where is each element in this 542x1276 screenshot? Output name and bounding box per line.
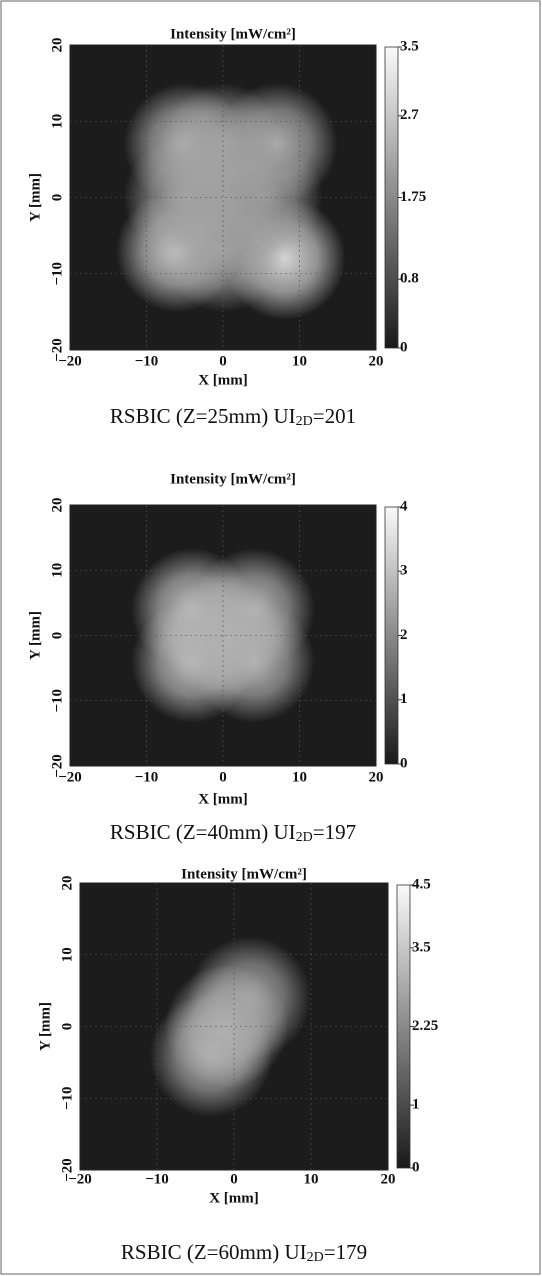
colorbar-tick-label: 0 [412, 1159, 420, 1175]
y-tick-label: −20 [59, 1158, 75, 1182]
colorbar-tick-label: 3.5 [400, 38, 419, 54]
chart-title: Intensity [mW/cm²] [170, 26, 296, 42]
intensity-spot [161, 82, 285, 206]
colorbar-tick-label: 3 [400, 563, 408, 579]
caption-subscript: 2D [296, 830, 313, 845]
caption: RSBIC (Z=60mm) UI2D=179 [121, 1240, 367, 1265]
caption: RSBIC (Z=25mm) UI2D=201 [110, 404, 356, 429]
plot-border [79, 882, 389, 1171]
colorbar-tick-label: 1.75 [400, 189, 426, 205]
x-tick-label: 0 [219, 769, 227, 785]
colorbar-tick-label: 2 [400, 627, 408, 643]
caption-part: RSBIC (Z=60mm) UI [121, 1240, 307, 1264]
caption-part: RSBIC (Z=25mm) UI [110, 404, 296, 428]
x-tick-label: −20 [68, 1171, 92, 1187]
colorbar-tick-label: 2.7 [400, 107, 419, 123]
x-tick-label: −10 [145, 1171, 169, 1187]
caption-subscript: 2D [296, 414, 313, 429]
x-tick-label: 10 [292, 353, 307, 369]
y-tick-label: 10 [59, 947, 75, 962]
plot-border [69, 44, 377, 351]
y-tick-label: 10 [49, 114, 65, 129]
colorbar-tick-label: 4.5 [412, 876, 431, 892]
y-axis-label: Y [mm] [27, 611, 43, 660]
x-tick-label: 20 [369, 353, 384, 369]
chart-title: Intensity [mW/cm²] [181, 866, 307, 882]
colorbar-tick-label: 4 [400, 498, 408, 514]
x-tick-label: 0 [230, 1171, 238, 1187]
colorbar-tick-label: 1 [412, 1097, 420, 1113]
plot-border [69, 504, 377, 767]
y-axis-label: Y [mm] [27, 173, 43, 222]
y-tick-label: −10 [59, 1086, 75, 1110]
colorbar-tick-label: 3.5 [412, 939, 431, 955]
x-tick-label: −20 [58, 769, 82, 785]
intensity-spot [187, 936, 311, 1060]
x-tick-label: −10 [135, 353, 159, 369]
caption: RSBIC (Z=40mm) UI2D=197 [110, 820, 356, 845]
y-tick-label: −20 [49, 338, 65, 362]
colorbar-tick-label: 0.8 [400, 271, 419, 287]
colorbar-tick-label: 0 [400, 339, 408, 355]
x-tick-label: 0 [219, 353, 227, 369]
colorbar [384, 46, 399, 349]
y-tick-label: 0 [49, 632, 65, 640]
x-tick-label: 20 [369, 769, 384, 785]
colorbar-tick-label: 0 [400, 755, 408, 771]
colorbar-tick-label: 2.25 [412, 1018, 438, 1034]
x-axis-label: X [mm] [198, 791, 248, 807]
colorbar [384, 506, 399, 765]
y-tick-label: 0 [49, 194, 65, 202]
chart-title: Intensity [mW/cm²] [170, 471, 296, 487]
x-tick-label: −20 [58, 353, 82, 369]
caption-part: =201 [313, 404, 356, 428]
y-tick-label: 10 [49, 563, 65, 578]
colorbar [396, 884, 411, 1169]
y-axis-label: Y [mm] [37, 1002, 53, 1051]
x-tick-label: 10 [292, 769, 307, 785]
caption-part: =179 [324, 1240, 367, 1264]
caption-part: RSBIC (Z=40mm) UI [110, 820, 296, 844]
x-tick-label: 10 [304, 1171, 319, 1187]
x-axis-label: X [mm] [198, 372, 248, 388]
x-axis-label: X [mm] [209, 1190, 259, 1206]
colorbar-tick-label: 1 [400, 691, 408, 707]
y-tick-label: 20 [49, 38, 65, 53]
x-tick-label: −10 [135, 769, 159, 785]
caption-subscript: 2D [307, 1250, 324, 1265]
y-tick-label: 20 [49, 498, 65, 513]
y-tick-label: −20 [49, 754, 65, 778]
heat-layer [115, 82, 346, 320]
y-tick-label: 0 [59, 1023, 75, 1031]
x-tick-label: 20 [381, 1171, 396, 1187]
caption-part: =197 [313, 820, 356, 844]
y-tick-label: −10 [49, 689, 65, 713]
y-tick-label: 20 [59, 876, 75, 891]
y-tick-label: −10 [49, 262, 65, 286]
